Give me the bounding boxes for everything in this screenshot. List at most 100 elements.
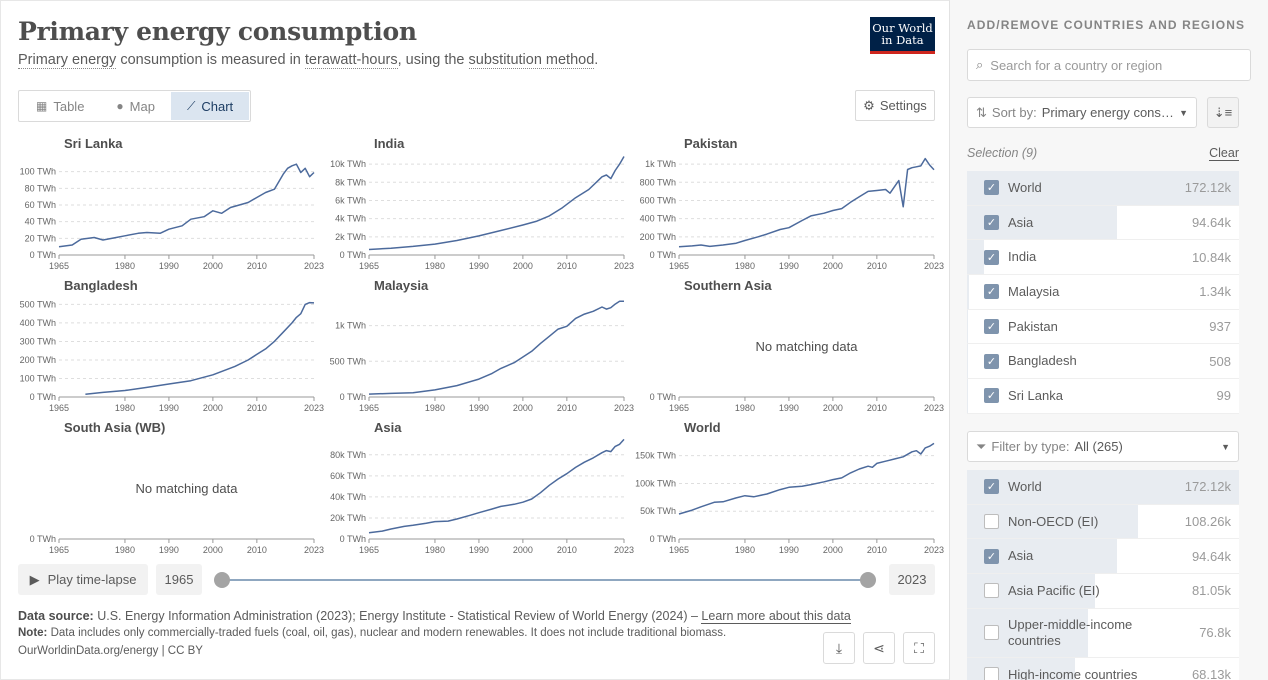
timeline-start-handle[interactable] <box>214 572 230 588</box>
tab-table[interactable]: ▦ Table <box>36 98 85 114</box>
entity-checkbox[interactable]: ✓ <box>984 319 999 335</box>
entity-checkbox[interactable]: ✓ <box>984 548 999 564</box>
x-tick-label: 1965 <box>49 545 69 555</box>
x-tick-label: 1965 <box>49 261 69 271</box>
timeline-track[interactable] <box>222 579 868 581</box>
fullscreen-button[interactable]: ⛶ <box>903 632 935 664</box>
y-tick-label: 0 TWh <box>30 250 56 260</box>
y-tick-label: 60 TWh <box>25 200 56 210</box>
entity-checkbox[interactable]: ✓ <box>984 353 999 369</box>
y-tick-label: 1k TWh <box>335 321 366 331</box>
sort-order-button[interactable]: ⇣≡ <box>1207 97 1239 128</box>
x-tick-label: 1990 <box>469 545 489 555</box>
y-tick-label: 10k TWh <box>330 159 366 169</box>
share-button[interactable]: ⋖ <box>863 632 895 664</box>
x-tick-label: 2023 <box>304 545 324 555</box>
entity-row[interactable]: ✓ Malaysia 1.34k <box>967 275 1239 310</box>
entity-checkbox[interactable]: ✓ <box>984 180 999 196</box>
y-tick-label: 0 TWh <box>340 392 366 402</box>
x-tick-label: 2000 <box>823 403 843 413</box>
entity-row[interactable]: ✓ Bangladesh 508 <box>967 344 1239 380</box>
entity-name: Sri Lanka <box>1008 387 1063 403</box>
play-timelapse-button[interactable]: ▶ Play time-lapse <box>18 564 148 595</box>
entity-row[interactable]: High-income countries 68.13k <box>967 657 1239 680</box>
y-tick-label: 80 TWh <box>25 183 56 193</box>
subtitle-link-primary-energy[interactable]: Primary energy <box>18 52 117 69</box>
small-multiples-charts: Sri Lanka 0 TWh 20 TWh 40 TWh 60 TWh 80 TWh 10… <box>20 136 944 555</box>
small-chart: Asia 0 TWh 20k TWh 40k TWh 60k TWh 80k TWh 196… <box>330 420 634 555</box>
entity-checkbox[interactable]: ✓ <box>984 388 999 404</box>
entity-checkbox[interactable] <box>984 514 999 530</box>
entity-row[interactable]: ✓ Sri Lanka 99 <box>967 379 1239 414</box>
x-tick-label: 1965 <box>359 403 379 413</box>
subtitle-link-substitution-method[interactable]: substitution method <box>468 52 595 69</box>
value-share-bar <box>967 240 985 275</box>
y-tick-label: 0 TWh <box>650 250 676 260</box>
y-tick-label: 400 TWh <box>640 214 676 224</box>
entity-row[interactable]: Asia Pacific (EI) 81.05k <box>967 574 1239 609</box>
x-tick-label: 2023 <box>304 261 324 271</box>
y-tick-label: 150k TWh <box>635 451 676 461</box>
entity-row[interactable]: ✓ World 172.12k <box>967 470 1239 505</box>
timeline-start-year[interactable]: 1965 <box>156 564 202 595</box>
x-tick-label: 1980 <box>115 403 135 413</box>
sort-by-select[interactable]: ⇅ Sort by: Primary energy consumption ▼ <box>967 97 1197 128</box>
chart-panel: Primary energy consumption Primary energ… <box>0 0 950 680</box>
country-search[interactable]: ⌕ <box>967 49 1251 81</box>
y-tick-label: 0 TWh <box>340 534 366 544</box>
entity-value: 172.12k <box>1184 180 1231 196</box>
entity-checkbox[interactable]: ✓ <box>984 479 999 495</box>
filter-icon: ⏷ <box>976 438 987 454</box>
entity-name: Pakistan <box>1008 318 1058 334</box>
settings-button[interactable]: ⚙ Settings <box>855 90 935 121</box>
small-chart: World 0 TWh 50k TWh 100k TWh 150k TWh 1965 198… <box>635 420 944 555</box>
citation: OurWorldinData.org/energy | CC BY <box>18 645 203 657</box>
table-icon: ▦ <box>36 99 48 113</box>
entity-row[interactable]: ✓ Asia 94.64k <box>967 205 1239 241</box>
y-tick-label: 300 TWh <box>20 336 56 346</box>
x-tick-label: 2023 <box>614 545 634 555</box>
download-button[interactable]: ⤓ <box>823 632 855 664</box>
entity-checkbox[interactable]: ✓ <box>984 249 999 265</box>
entity-row[interactable]: Upper-middle-income countries 76.8k <box>967 608 1239 658</box>
entity-checkbox[interactable] <box>984 625 999 641</box>
entity-row[interactable]: ✓ World 172.12k <box>967 171 1239 206</box>
entity-checkbox[interactable] <box>984 583 999 599</box>
entity-row[interactable]: Non-OECD (EI) 108.26k <box>967 504 1239 540</box>
x-tick-label: 2000 <box>513 545 533 555</box>
x-tick-label: 2023 <box>614 403 634 413</box>
y-tick-label: 800 TWh <box>640 177 676 187</box>
entity-name: High-income countries <box>1008 666 1138 680</box>
entity-row[interactable]: ✓ India 10.84k <box>967 240 1239 276</box>
page-title: Primary energy consumption <box>18 17 417 46</box>
entity-checkbox[interactable]: ✓ <box>984 284 999 300</box>
learn-more-link[interactable]: Learn more about this data <box>701 609 851 624</box>
tab-map[interactable]: ● Map <box>116 98 155 114</box>
value-share-bar <box>967 171 1239 205</box>
timeline-end-handle[interactable] <box>860 572 876 588</box>
x-tick-label: 2023 <box>614 261 634 271</box>
entity-checkbox[interactable] <box>984 667 999 680</box>
x-tick-label: 2023 <box>924 403 944 413</box>
timeline-end-year[interactable]: 2023 <box>889 564 935 595</box>
owid-logo[interactable]: Our World in Data <box>870 17 935 54</box>
chevron-down-icon: ▼ <box>1179 107 1188 118</box>
x-tick-label: 2000 <box>823 545 843 555</box>
entity-value: 108.26k <box>1184 514 1231 530</box>
subtitle-link-terawatt-hours[interactable]: terawatt-hours <box>304 52 398 69</box>
entity-row[interactable]: ✓ Pakistan 937 <box>967 309 1239 345</box>
x-tick-label: 2010 <box>247 545 267 555</box>
series-line <box>368 156 625 251</box>
filter-by-type-select[interactable]: ⏷ Filter by type: All (265) ▼ <box>967 431 1239 462</box>
globe-icon: ● <box>116 99 124 113</box>
tab-chart[interactable]: ⟋ Chart <box>170 92 250 120</box>
clear-selection-button[interactable]: Clear <box>1209 146 1239 161</box>
entity-checkbox[interactable]: ✓ <box>984 215 999 231</box>
expand-icon: ⛶ <box>914 639 924 656</box>
x-tick-label: 1980 <box>735 403 755 413</box>
sort-value: Primary energy consumption <box>1041 105 1174 120</box>
search-input[interactable] <box>990 57 1231 73</box>
entity-value: 94.64k <box>1191 548 1231 564</box>
entity-row[interactable]: ✓ Asia 94.64k <box>967 539 1239 575</box>
